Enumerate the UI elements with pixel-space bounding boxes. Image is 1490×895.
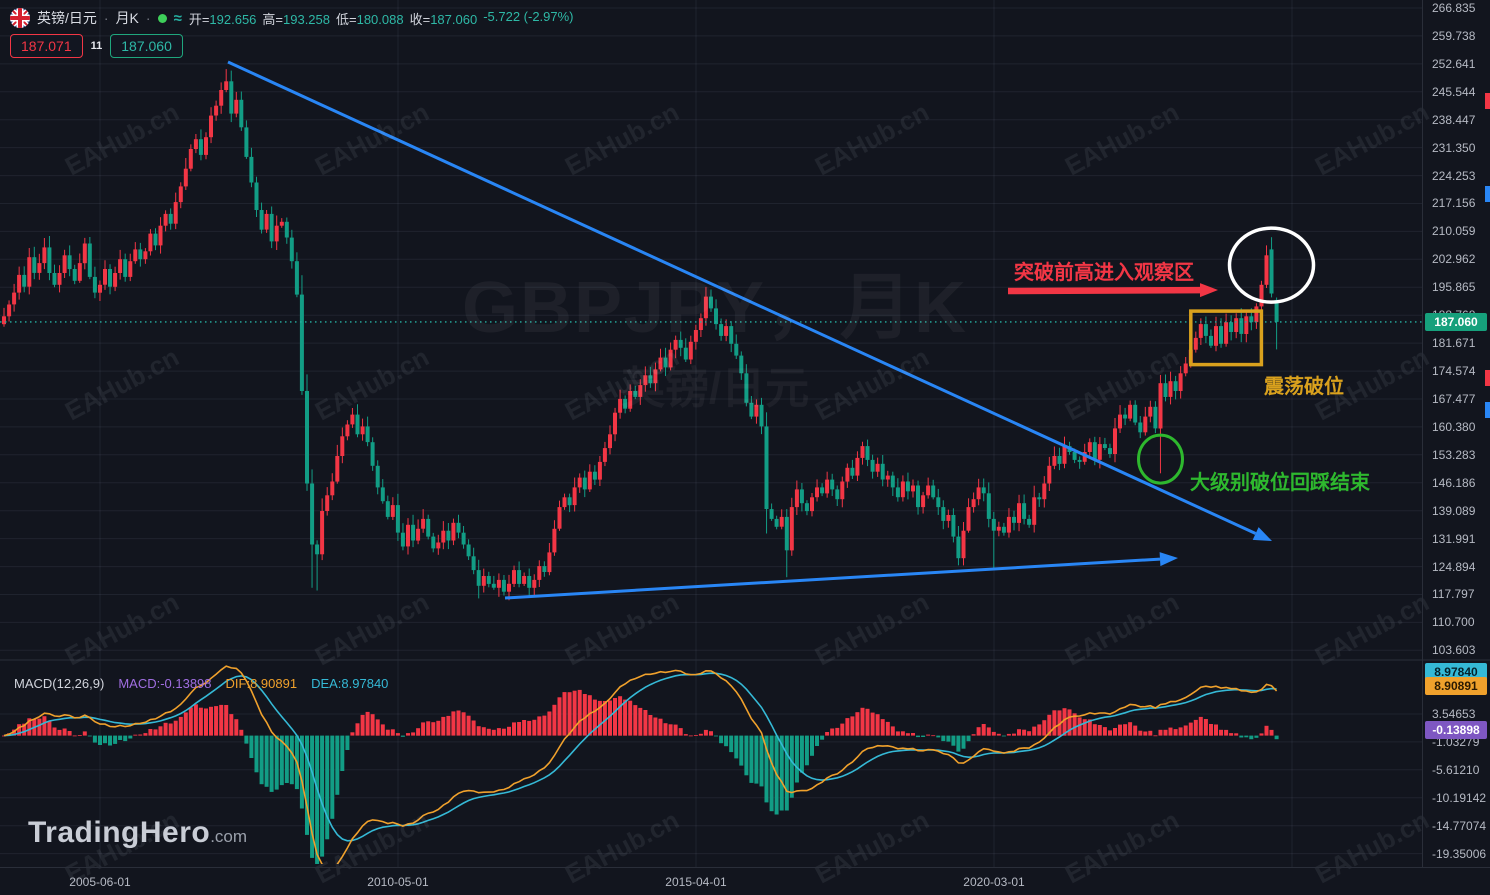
- macd-value-badge: -0.13898: [1425, 721, 1487, 739]
- candlesticks[interactable]: [2, 69, 1279, 601]
- macd-dea-value: DEA:8.97840: [311, 676, 389, 691]
- macd-pane[interactable]: [2, 665, 1279, 869]
- dif-line: [3, 665, 1278, 864]
- edge-price-marker: [1485, 186, 1490, 202]
- macd-axis-label: 3.54653: [1432, 707, 1476, 721]
- price-axis-label: 139.089: [1432, 504, 1476, 518]
- price-axis-label: 195.865: [1432, 280, 1476, 294]
- center-watermark: GBPJPY，月K: [461, 268, 969, 348]
- ohlc-values: 开=192.656 高=193.258 低=180.088 收=187.060 …: [188, 8, 574, 27]
- price-axis-label: 146.186: [1432, 476, 1476, 490]
- time-axis-label: 2005-06-01: [69, 875, 131, 889]
- time-axis[interactable]: 2005-06-01 2010-05-01 2015-04-01 2020-03-01: [0, 867, 1490, 895]
- price-axis-label: 245.544: [1432, 85, 1476, 99]
- macd-axis-label: -10.19142: [1432, 791, 1487, 805]
- price-axis-label: 210.059: [1432, 224, 1476, 238]
- price-axis-label: 174.574: [1432, 364, 1476, 378]
- price-axis-label: 153.283: [1432, 448, 1476, 462]
- market-status-dot: [157, 13, 167, 23]
- macd-value-badge: 8.97840: [1425, 663, 1487, 681]
- legend-separator: ·: [103, 10, 109, 26]
- symbol-title[interactable]: 英镑/日元: [37, 10, 97, 26]
- time-axis-label: 2010-05-01: [367, 875, 429, 889]
- price-axis-label: 167.477: [1432, 392, 1476, 406]
- price-axis-label: 181.671: [1432, 336, 1476, 350]
- price-axis-label: 252.641: [1432, 57, 1476, 71]
- time-axis-label: 2020-03-01: [963, 875, 1025, 889]
- gbpjpy-flag-icon: [10, 8, 30, 28]
- price-axis-label: 110.700: [1432, 615, 1475, 629]
- close-value: 187.060: [430, 11, 478, 27]
- breakout-arrow[interactable]: [1007, 283, 1218, 298]
- price-axis-label: 224.253: [1432, 169, 1476, 183]
- center-watermark-sub: 英镑/日元: [620, 364, 810, 413]
- price-axis-label: 160.380: [1432, 420, 1476, 434]
- open-value: 192.656: [209, 11, 257, 27]
- price-axis-label: 259.738: [1432, 29, 1476, 43]
- price-axis-label: 124.894: [1432, 560, 1476, 574]
- range-box-annotation[interactable]: [1189, 309, 1264, 367]
- macd-axis-label: -5.61210: [1432, 763, 1480, 777]
- descending-trendline[interactable]: [227, 60, 1272, 541]
- macd-axis-label: -14.77074: [1432, 819, 1487, 833]
- annotation-range-break-label[interactable]: 震荡破位: [1264, 376, 1344, 398]
- macd-value-badge: 8.90891: [1425, 677, 1487, 695]
- annotation-pullback-label[interactable]: 大级别破位回踩结束: [1190, 472, 1370, 494]
- current-price-badge: 187.060: [1425, 313, 1487, 331]
- sell-price-button[interactable]: 187.071: [10, 34, 83, 58]
- annotation-breakout-label[interactable]: 突破前高进入观察区: [1014, 262, 1194, 284]
- change-value: -5.722 (-2.97%): [483, 8, 574, 24]
- approx-price-icon: ≈: [173, 9, 182, 27]
- time-axis-label: 2015-04-01: [665, 875, 727, 889]
- macd-legend[interactable]: MACD(12,26,9) MACD:-0.13898 DIF:8.90891 …: [14, 676, 388, 691]
- price-axis-label: 238.447: [1432, 113, 1476, 127]
- price-axis[interactable]: 266.835 259.738 252.641 245.544 238.447 231.3…: [1422, 0, 1490, 867]
- edge-price-marker: [1485, 370, 1490, 386]
- macd-hist-value: MACD:-0.13898: [118, 676, 212, 691]
- price-axis-label: 103.603: [1432, 643, 1476, 657]
- macd-title: MACD(12,26,9): [14, 676, 105, 691]
- quote-panel: 187.071 11 187.060: [10, 34, 183, 58]
- price-axis-label: 231.350: [1432, 141, 1476, 155]
- edge-price-marker: [1485, 402, 1490, 418]
- spread-value: 11: [90, 40, 103, 52]
- grid-lines: [0, 0, 1422, 867]
- pullback-circle-annotation[interactable]: [1137, 433, 1184, 485]
- price-axis-label: 202.962: [1432, 252, 1476, 266]
- ascending-trendline[interactable]: [504, 552, 1178, 600]
- high-value: 193.258: [283, 11, 330, 27]
- price-axis-label: 131.991: [1432, 532, 1476, 546]
- buy-price-button[interactable]: 187.060: [110, 34, 183, 58]
- breakout-circle-annotation[interactable]: [1227, 226, 1316, 304]
- macd-axis-label: -19.35006: [1432, 847, 1487, 861]
- legend-separator-2: ·: [145, 10, 151, 26]
- interval-label[interactable]: 月K: [115, 10, 139, 26]
- price-axis-label: 217.156: [1432, 196, 1476, 210]
- dea-line: [3, 672, 1277, 842]
- symbol-legend[interactable]: 英镑/日元 · 月K · ≈ 开=192.656 高=193.258 低=180…: [10, 7, 574, 29]
- macd-dif-value: DIF:8.90891: [225, 676, 298, 691]
- price-axis-label: 117.797: [1432, 587, 1475, 601]
- price-axis-label: 266.835: [1432, 1, 1476, 15]
- low-value: 180.088: [356, 11, 404, 27]
- tradinghero-logo: TradingHero.com: [28, 816, 248, 849]
- edge-price-marker: [1485, 93, 1490, 109]
